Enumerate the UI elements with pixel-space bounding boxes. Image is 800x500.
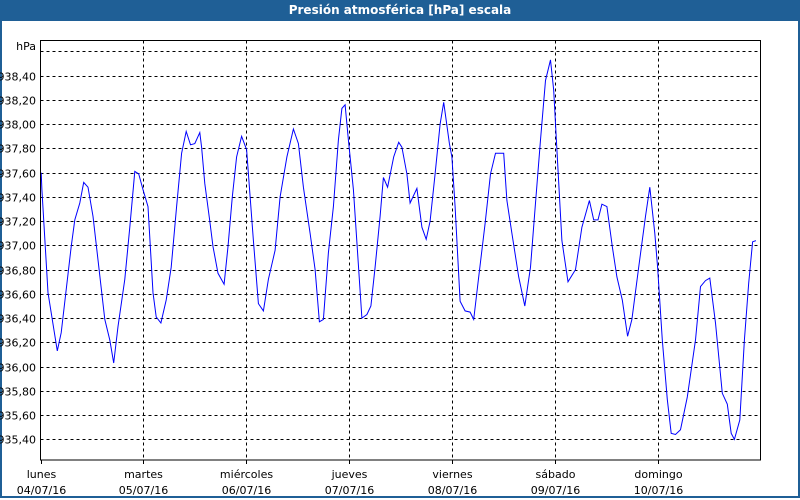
pressure-line <box>40 59 757 441</box>
x-tick-date-label: 08/07/16 <box>428 484 477 497</box>
x-tick-date-label: 05/07/16 <box>119 484 168 497</box>
x-tick-day-label: viernes <box>432 468 472 481</box>
y-tick-label: 938,20 <box>0 95 36 108</box>
x-tick-date-label: 07/07/16 <box>325 484 374 497</box>
x-tick-day-label: domingo <box>634 468 682 481</box>
x-tick-day-label: lunes <box>27 468 57 481</box>
y-tick-label: 937,60 <box>0 168 36 181</box>
y-tick-label: 935,60 <box>0 410 36 423</box>
y-tick-label: 936,20 <box>0 337 36 350</box>
y-tick-label: 936,80 <box>0 265 36 278</box>
x-tick-date-label: 04/07/16 <box>17 484 66 497</box>
y-tick-label: 938,00 <box>0 119 36 132</box>
x-axis: lunes 04/07/16 martes 05/07/16 miércoles 06/0… <box>17 460 683 497</box>
y-tick-label: 936,00 <box>0 362 36 375</box>
y-tick-label: 938,40 <box>0 71 36 84</box>
y-tick-label: 937,00 <box>0 240 36 253</box>
y-tick-label: 937,20 <box>0 216 36 229</box>
x-tick-date-label: 10/07/16 <box>634 484 683 497</box>
y-tick-label: 936,60 <box>0 289 36 302</box>
x-tick-day-label: martes <box>124 468 163 481</box>
window-title: Presión atmosférica [hPa] escala <box>0 0 800 21</box>
plot-frame <box>40 40 761 461</box>
y-tick-label: 937,40 <box>0 192 36 205</box>
x-tick-day-label: jueves <box>331 468 368 481</box>
y-axis: hPa 938,40 938,20 938,00 937,80 937,60 937,40… <box>0 40 36 447</box>
x-tick-day-label: miércoles <box>220 468 273 481</box>
x-tick-date-label: 06/07/16 <box>222 484 271 497</box>
y-tick-label: 937,80 <box>0 143 36 156</box>
x-tick-date-label: 09/07/16 <box>531 484 580 497</box>
y-tick-label: 935,40 <box>0 434 36 447</box>
y-tick-label: 935,80 <box>0 386 36 399</box>
y-tick-label: 936,40 <box>0 313 36 326</box>
x-tick-day-label: sábado <box>536 468 576 481</box>
grid <box>40 40 761 460</box>
y-axis-unit-label: hPa <box>16 40 36 53</box>
